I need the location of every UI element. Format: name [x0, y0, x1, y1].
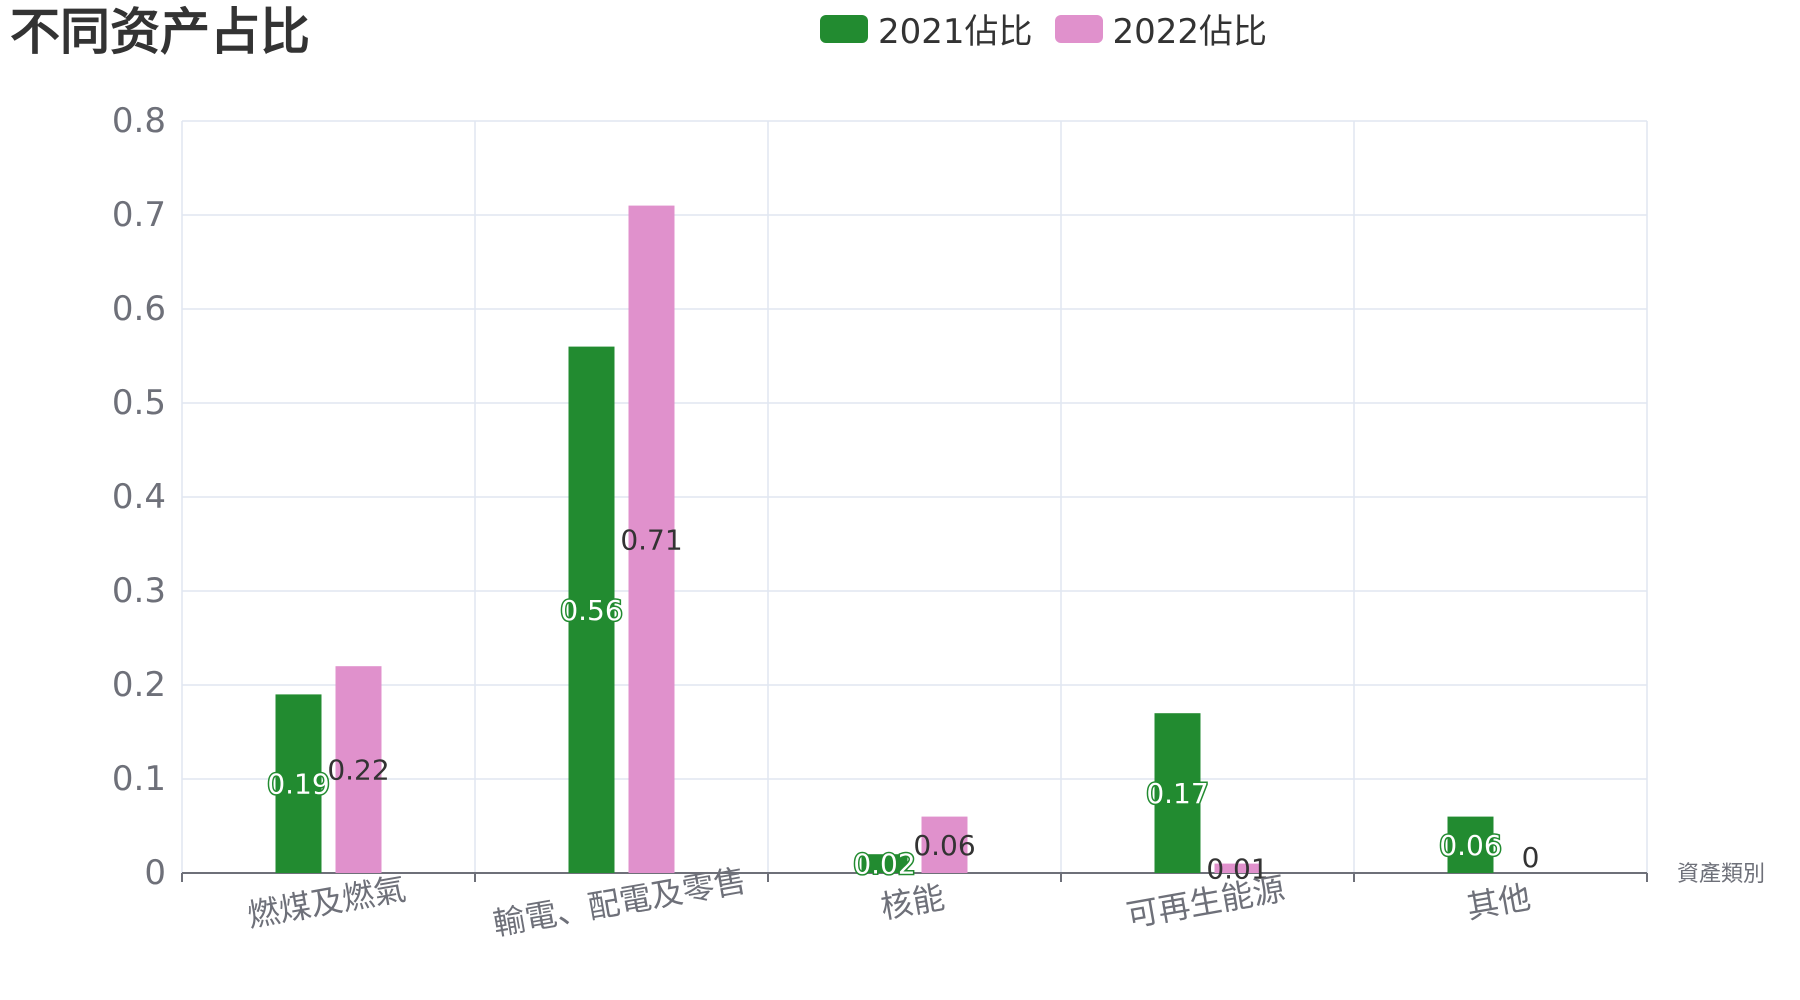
y-tick-label: 0.5 [112, 383, 166, 423]
legend: 2021佔比 2022佔比 [820, 4, 1267, 53]
data-label-2022: 0.01 [1206, 852, 1268, 885]
bar-2022[interactable] [1214, 863, 1261, 873]
bar-2021[interactable] [1154, 713, 1201, 873]
bar-2022[interactable] [628, 205, 675, 874]
bar-2021[interactable] [1447, 816, 1494, 873]
data-label-2021: 0.02 [853, 848, 915, 881]
data-label-2022: 0.22 [327, 754, 389, 787]
y-tick-label: 0.6 [112, 289, 166, 329]
data-label-2021: 0.19 [267, 768, 329, 801]
x-axis-name: 資產類別 [1677, 862, 1765, 887]
legend-item-2021[interactable]: 2021佔比 [820, 4, 1033, 53]
y-tick-label: 0.2 [112, 665, 166, 705]
y-tick-label: 0.4 [112, 477, 166, 517]
data-label-2022: 0.71 [620, 523, 682, 556]
bar-2022[interactable] [335, 666, 382, 873]
bar-2021[interactable] [861, 854, 908, 873]
y-tick-label: 0.8 [112, 101, 166, 141]
legend-label-2022: 2022佔比 [1112, 12, 1268, 52]
data-label-2022: 0.06 [913, 829, 975, 862]
x-tick-label: 核能 [878, 878, 948, 927]
bar-2021[interactable] [275, 694, 322, 873]
legend-label-2021: 2021佔比 [878, 12, 1033, 52]
bar-2022[interactable] [921, 816, 968, 873]
data-label-2021: 0.17 [1146, 777, 1208, 810]
y-tick-label: 0.1 [112, 759, 166, 799]
chart-title: 不同资产占比 [10, 3, 310, 61]
y-tick-label: 0.7 [112, 195, 166, 235]
y-tick-label: 0 [144, 853, 166, 893]
data-label-2022: 0 [1522, 841, 1540, 874]
x-tick-label: 燃煤及燃氣 [244, 870, 408, 935]
legend-swatch-2022 [1054, 14, 1103, 43]
y-tick-label: 0.3 [112, 571, 166, 611]
legend-item-2022[interactable]: 2022佔比 [1054, 4, 1268, 53]
x-tick-label: 其他 [1464, 878, 1534, 927]
data-label-2021: 0.56 [560, 594, 622, 627]
bar-2021[interactable] [568, 346, 615, 874]
legend-swatch-2021 [820, 14, 868, 43]
data-label-2021: 0.06 [1439, 829, 1501, 862]
